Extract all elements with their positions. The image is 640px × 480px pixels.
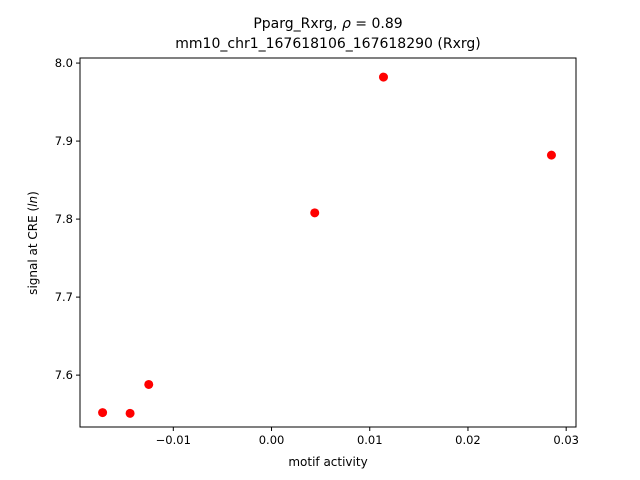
- data-point: [310, 208, 320, 218]
- y-axis-label: signal at CRE (ln): [26, 191, 40, 295]
- y-tick-label: 7.7: [55, 290, 73, 304]
- x-tick-label: −0.01: [156, 433, 191, 447]
- chart-title-line-1: Pparg_Rxrg, ρ = 0.89: [253, 16, 402, 32]
- plot-area: −0.01 0.00 0.01 0.02 0.03 7.6 7.7 7.8 7.9 8.0: [55, 56, 579, 447]
- x-tick-label: 0.01: [357, 433, 383, 447]
- y-tick-label: 7.9: [55, 134, 73, 148]
- data-point: [546, 150, 556, 160]
- data-point: [378, 72, 388, 82]
- y-tick-label: 8.0: [55, 56, 73, 70]
- x-tick-label: 0.03: [553, 433, 579, 447]
- x-tick-label: 0.02: [455, 433, 481, 447]
- data-point: [125, 408, 135, 418]
- axes-frame: [79, 57, 577, 428]
- data-point: [144, 379, 154, 389]
- data-point: [98, 408, 108, 418]
- y-tick-label: 7.8: [55, 212, 73, 226]
- x-tick-label: 0.00: [259, 433, 285, 447]
- x-axis-label: motif activity: [288, 455, 367, 469]
- chart-title-line-2: mm10_chr1_167618106_167618290 (Rxrg): [175, 36, 480, 52]
- y-tick-label: 7.6: [55, 368, 73, 382]
